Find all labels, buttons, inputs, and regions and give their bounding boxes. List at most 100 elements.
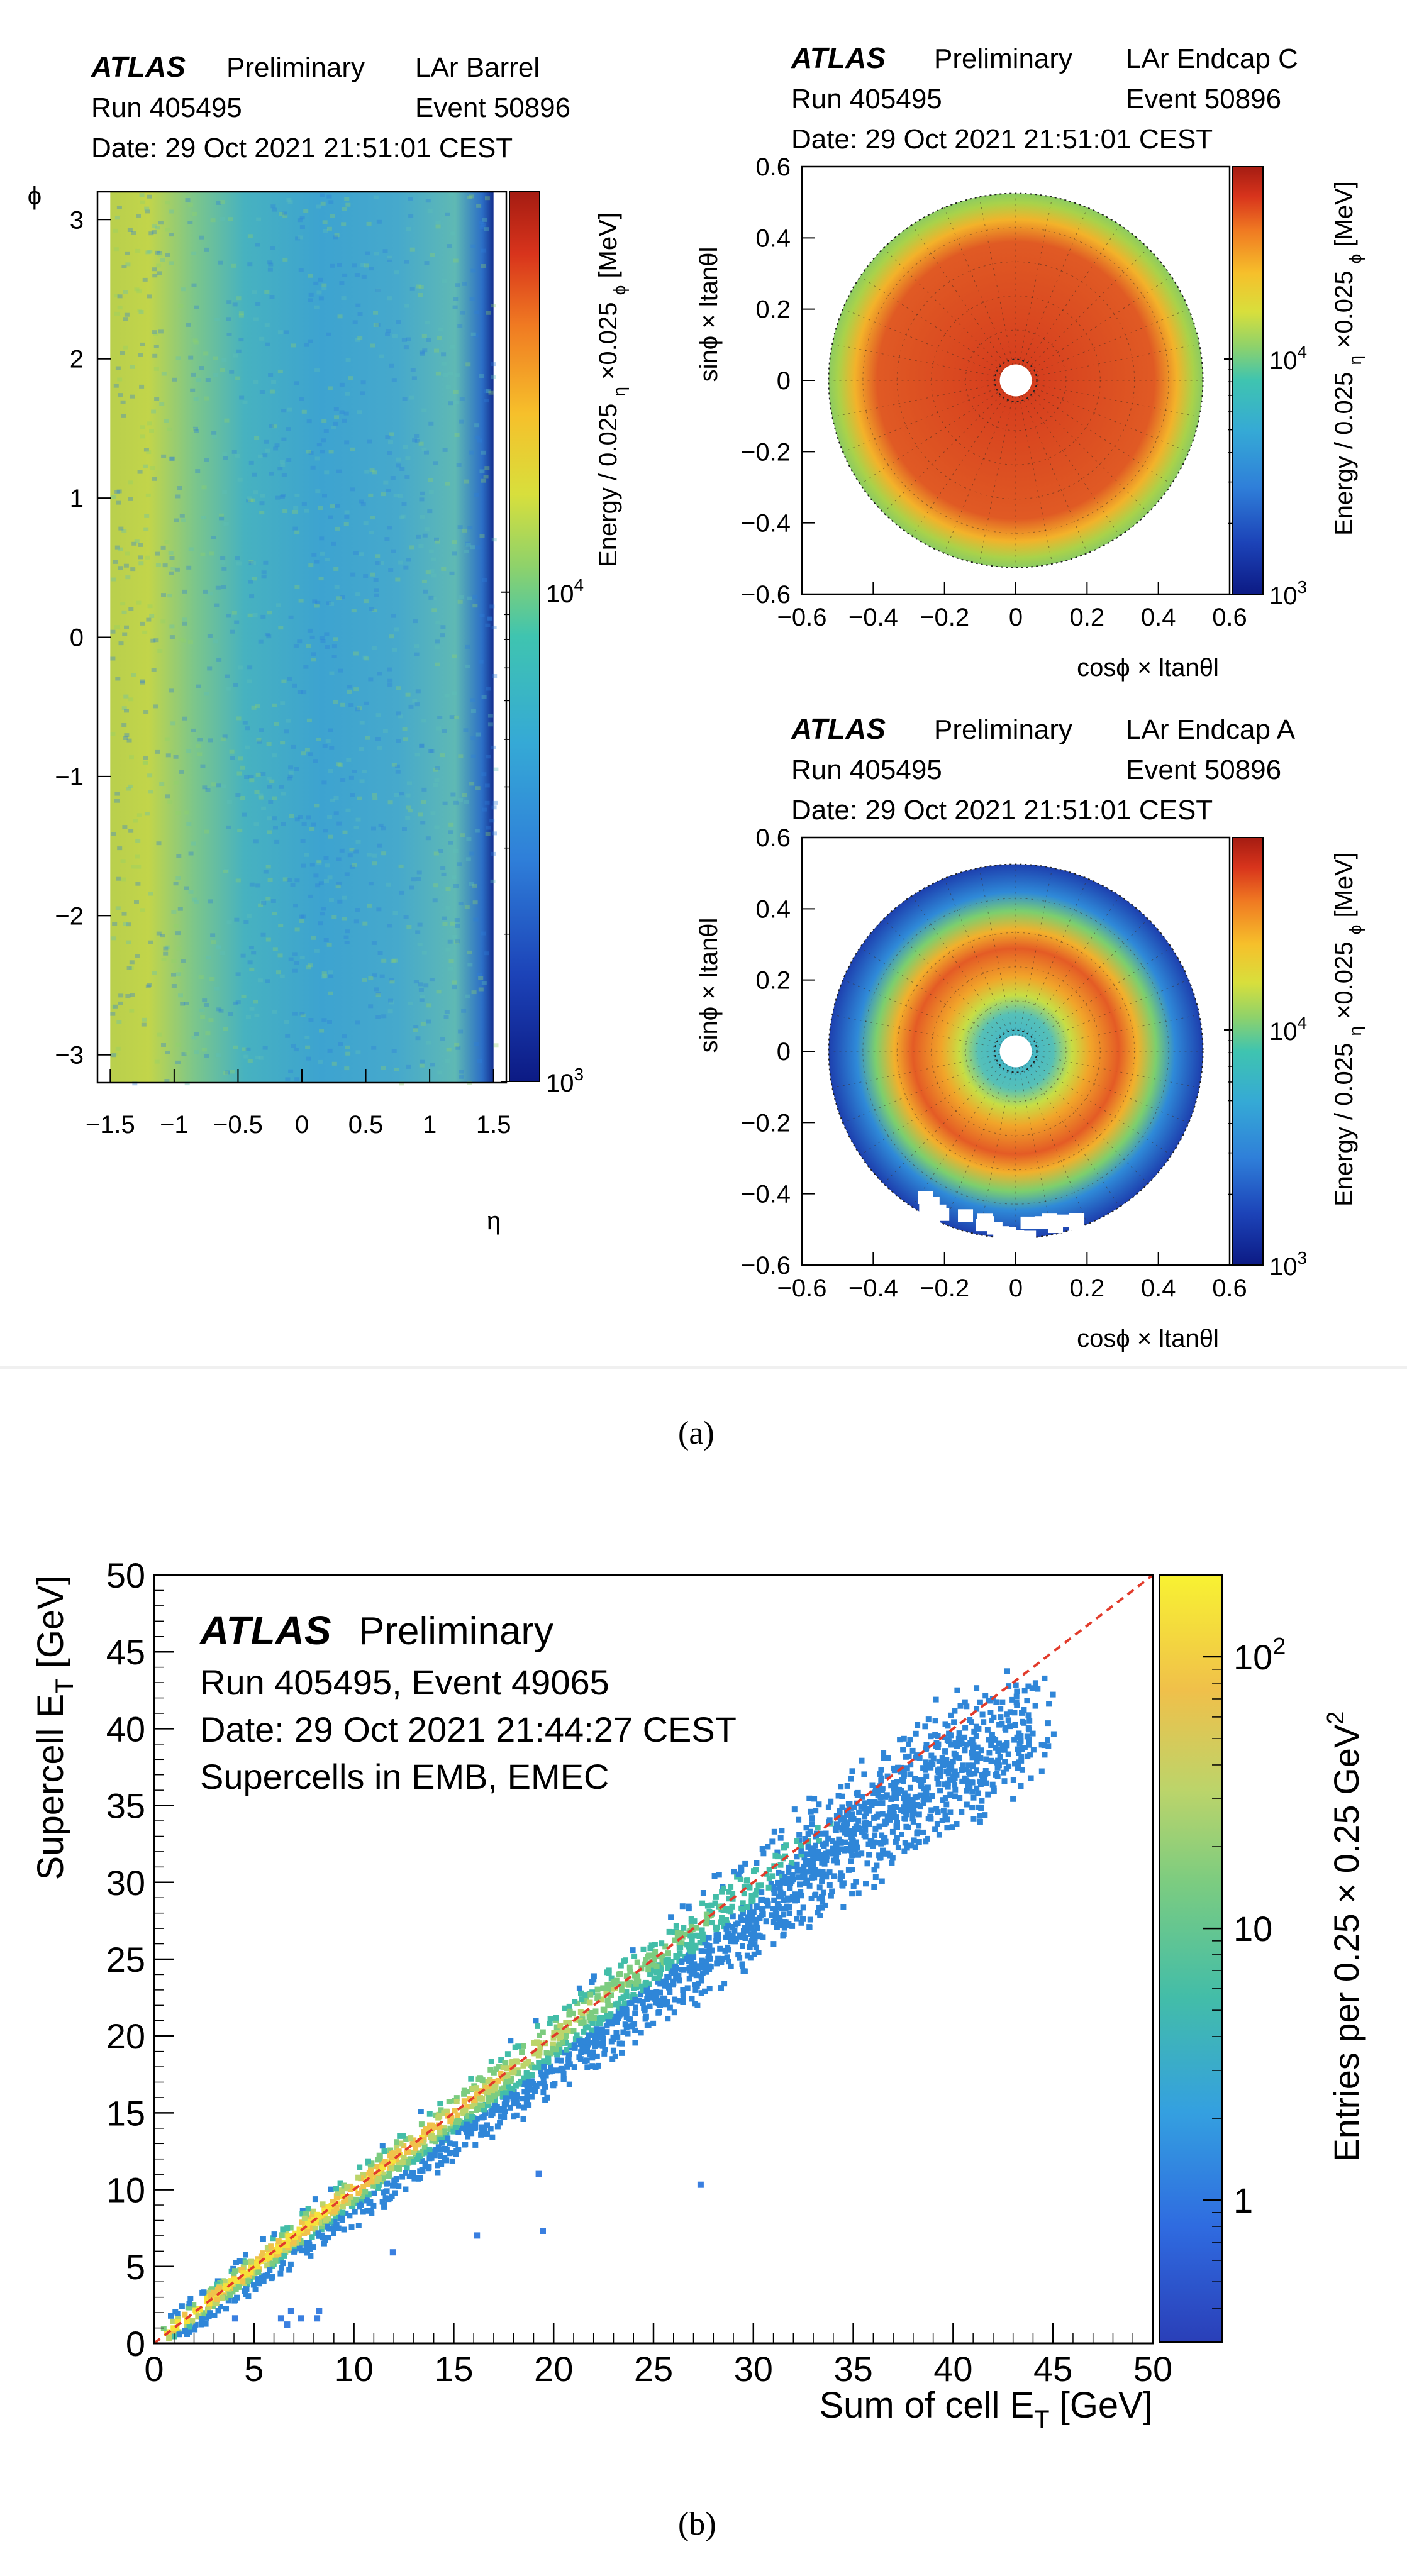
heatmap-cell xyxy=(288,771,294,775)
phi-spoke xyxy=(979,395,1013,564)
heatmap-cell xyxy=(214,603,220,607)
heatmap-cell xyxy=(739,1906,745,1913)
heatmap-cell xyxy=(642,1984,648,1990)
heatmap-cell xyxy=(540,2077,547,2083)
heatmap-cell xyxy=(859,1829,865,1835)
heatmap-cell xyxy=(258,795,264,800)
heatmap-cell xyxy=(1045,1737,1050,1743)
heatmap-cell xyxy=(208,899,213,904)
z-label-part: ϕ xyxy=(1345,254,1365,264)
heatmap-cell xyxy=(943,1801,950,1808)
heatmap-cell xyxy=(349,848,355,852)
heatmap-cell xyxy=(1015,1765,1020,1771)
heatmap-cell xyxy=(158,221,164,225)
heatmap-cell xyxy=(747,1940,754,1947)
heatmap-cell xyxy=(653,1995,659,2001)
heatmap-cell xyxy=(381,2189,387,2196)
phi-spoke xyxy=(1028,389,1172,485)
heatmap-cell xyxy=(952,1754,959,1760)
heatmap-cell xyxy=(134,539,140,544)
heatmap-cell xyxy=(416,877,421,881)
heatmap-cell xyxy=(781,1911,787,1918)
outlier-cell xyxy=(231,2315,238,2322)
heatmap-cell xyxy=(550,2082,556,2088)
heatmap-cell xyxy=(665,1950,671,1957)
heatmap-cell xyxy=(316,290,322,295)
heatmap-cell xyxy=(367,904,372,908)
heatmap-cell xyxy=(720,1955,726,1962)
heatmap-cell xyxy=(820,1830,826,1837)
color-scale-bar xyxy=(1232,166,1264,595)
heatmap-cell xyxy=(695,1965,701,1971)
heatmap-cell xyxy=(879,1832,885,1838)
phi-spoke xyxy=(1021,1066,1088,1225)
heatmap-cell xyxy=(560,2070,567,2077)
heatmap-cell xyxy=(491,362,496,367)
heatmap-cell xyxy=(455,373,461,378)
heatmap-cell xyxy=(855,1818,862,1824)
heatmap-cell xyxy=(957,1795,963,1801)
heatmap-cell xyxy=(651,1975,657,1981)
heatmap-cell xyxy=(694,1925,699,1931)
heatmap-cell xyxy=(549,2067,555,2074)
heatmap-cell xyxy=(231,2297,238,2304)
heatmap-cell xyxy=(441,2125,447,2131)
heatmap-cell xyxy=(157,649,163,653)
heatmap-cell xyxy=(459,397,465,401)
heatmap-cell xyxy=(1035,1686,1041,1692)
heatmap-cell xyxy=(766,1867,772,1873)
heatmap-cell xyxy=(140,200,145,204)
heatmap-cell xyxy=(468,2076,474,2082)
heatmap-cell xyxy=(470,545,475,550)
heatmap-cell xyxy=(920,1800,926,1806)
heatmap-cell xyxy=(316,738,321,741)
heatmap-cell xyxy=(894,1824,900,1830)
heatmap-cell xyxy=(188,547,194,551)
heatmap-cell xyxy=(278,924,284,927)
detector-label: LAr Endcap C xyxy=(1126,43,1298,74)
heatmap-cell xyxy=(713,1938,720,1944)
heatmap-cell xyxy=(502,2075,508,2081)
heatmap-cell xyxy=(372,973,377,978)
heatmap-cell xyxy=(373,195,379,199)
heatmap-cell xyxy=(349,865,355,869)
heatmap-cell xyxy=(386,882,391,887)
heatmap-cell xyxy=(891,1767,898,1774)
heatmap-cell xyxy=(801,1863,807,1869)
heatmap-cell xyxy=(621,1958,627,1964)
heatmap-cell xyxy=(433,461,438,465)
panel-b-label: (b) xyxy=(678,2506,716,2542)
heatmap-cell xyxy=(442,448,448,452)
heatmap-cell xyxy=(411,2149,417,2155)
heatmap-cell xyxy=(321,287,327,291)
heatmap-cell xyxy=(339,848,345,853)
heatmap-cell xyxy=(428,2134,433,2140)
heatmap-cell xyxy=(863,1881,869,1887)
heatmap-cell xyxy=(686,1943,692,1950)
heatmap-cell xyxy=(702,1939,708,1945)
heatmap-cell xyxy=(299,919,304,923)
heatmap-cell xyxy=(304,853,309,857)
heatmap-cell xyxy=(383,480,389,485)
heatmap-cell xyxy=(615,2000,621,2006)
heatmap-cell xyxy=(394,2139,399,2145)
heatmap-cell xyxy=(118,993,124,998)
heatmap-cell xyxy=(216,783,221,788)
heatmap-cell xyxy=(845,1801,852,1807)
heatmap-cell xyxy=(676,1940,682,1946)
heatmap-cell xyxy=(488,2112,494,2118)
heatmap-cell xyxy=(226,825,231,829)
heatmap-cell xyxy=(236,2258,243,2264)
heatmap-cell xyxy=(983,1756,989,1762)
heatmap-cell xyxy=(323,829,328,833)
heatmap-cell xyxy=(871,1884,877,1890)
heatmap-cell xyxy=(416,284,421,289)
heatmap-cell xyxy=(366,221,372,226)
heatmap-cell xyxy=(321,1018,327,1022)
heatmap-cell xyxy=(535,2023,540,2029)
heatmap-cell xyxy=(384,2181,390,2187)
heatmap-cell xyxy=(802,1836,808,1842)
heatmap-cell xyxy=(414,753,420,757)
heatmap-cell xyxy=(672,1996,678,2003)
heatmap-cell xyxy=(772,1916,779,1922)
